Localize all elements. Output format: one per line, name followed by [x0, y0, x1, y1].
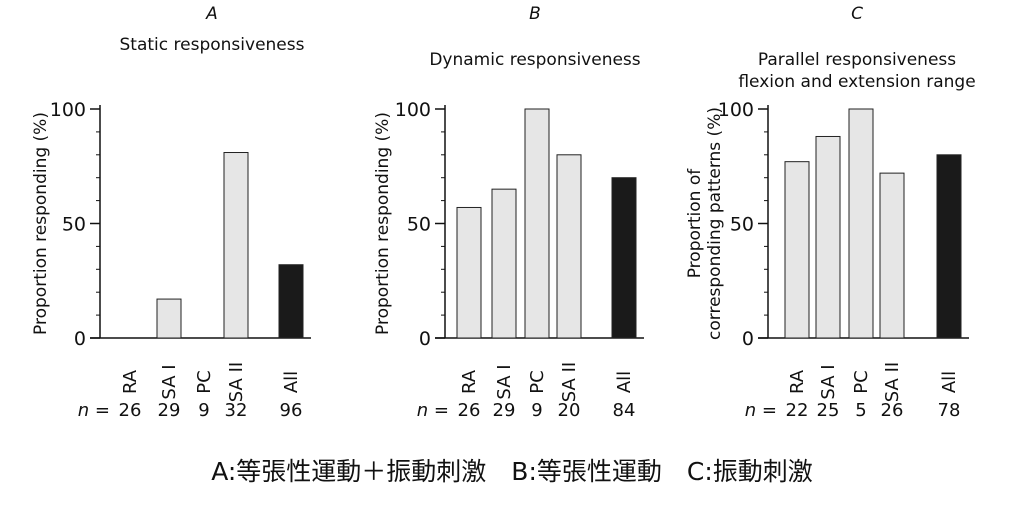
panel-a-category-label-3: SA II [226, 362, 247, 402]
panel-b-n-value-3: 20 [558, 400, 581, 421]
panel-a-letter: A [205, 4, 218, 24]
panel-c-category-label-4: All [939, 371, 960, 393]
panel-c-n-value-0: 22 [786, 400, 809, 421]
panel-c-category-label-3: SA II [882, 362, 903, 402]
panel-a-n-value-4: 96 [280, 400, 303, 421]
panel-b-bar-ra [456, 206, 482, 339]
panel-c-bar-all [936, 154, 962, 339]
panel-b-category-label-1: SA I [494, 364, 515, 399]
panel-b-category-label-4: All [614, 371, 635, 393]
panel-b-ytick-label-0: 0 [419, 328, 431, 350]
figure-caption: A:等張性運動＋振動刺激 B:等張性運動 C:振動刺激 [211, 457, 813, 486]
panel-a-ylabel: Proportion responding (%) [31, 112, 51, 335]
panel-a-title: Static responsiveness [120, 35, 305, 55]
panel-b-category-label-0: RA [459, 369, 480, 394]
panel-c-n-label: n = [745, 400, 777, 421]
panel-b-bar-sa-i [491, 188, 517, 339]
panel-b-n-value-4: 84 [613, 400, 636, 421]
panel-a-ytick-label-2: 100 [50, 99, 86, 121]
panel-b-category-label-2: PC [527, 370, 548, 393]
panel-c-bar-sa-i [815, 135, 841, 339]
panel-c-title: Parallel responsiveness [758, 50, 956, 70]
panel-c-subtitle: flexion and extension range [738, 72, 975, 92]
panel-a-ytick-label-1: 50 [62, 214, 86, 236]
panel-b-bar-pc [524, 108, 550, 339]
panel-b-bar-all [611, 177, 637, 339]
panel-b-category-label-3: SA II [559, 362, 580, 402]
panel-a-n-value-3: 32 [225, 400, 248, 421]
panel-b-ylabel: Proportion responding (%) [373, 112, 393, 335]
panel-a-n-value-2: 9 [198, 400, 209, 421]
panel-b-ytick-label-2: 100 [395, 99, 431, 121]
panel-a-bar-sa-ii [223, 152, 249, 339]
panel-a-category-label-2: PC [194, 370, 215, 393]
panel-c-n-value-3: 26 [881, 400, 904, 421]
panel-b-ytick-label-1: 50 [407, 214, 431, 236]
panel-a-bar-all [278, 264, 304, 339]
panel-a-category-label-0: RA [120, 369, 141, 394]
panel-c-letter: C [851, 4, 863, 24]
panel-b-n-value-1: 29 [493, 400, 516, 421]
panel-b-n-value-2: 9 [531, 400, 542, 421]
panel-a-category-label-1: SA I [159, 364, 180, 399]
panel-c-n-value-2: 5 [855, 400, 866, 421]
panel-b-n-value-0: 26 [458, 400, 481, 421]
panel-c-ylabel-line-1: corresponding patterns (%) [705, 107, 725, 340]
panel-b-title: Dynamic responsiveness [429, 50, 640, 70]
panel-c-bar-pc [848, 108, 874, 339]
panel-a-bar-sa-i [156, 298, 182, 339]
panel-a-category-label-4: All [281, 371, 302, 393]
panel-c-bar-sa-ii [879, 172, 905, 339]
panel-c-category-label-2: PC [851, 370, 872, 393]
panel-c-ylabel-line-0: Proportion of [685, 168, 705, 279]
panel-c-ytick-label-2: 100 [718, 99, 754, 121]
panel-c-category-label-0: RA [787, 369, 808, 394]
panel-c-bar-ra [784, 161, 810, 339]
panel-a-n-label: n = [78, 400, 110, 421]
panel-c-ytick-label-0: 0 [742, 328, 754, 350]
panel-b-bar-sa-ii [556, 154, 582, 339]
panel-b-n-label: n = [417, 400, 449, 421]
panel-a-n-value-0: 26 [119, 400, 142, 421]
panel-c-category-label-1: SA I [818, 364, 839, 399]
panel-c-ytick-label-1: 50 [730, 214, 754, 236]
panel-a-n-value-1: 29 [158, 400, 181, 421]
panel-c-n-value-1: 25 [817, 400, 840, 421]
panel-a-ytick-label-0: 0 [74, 328, 86, 350]
panel-b-letter: B [529, 4, 541, 24]
panel-c-n-value-4: 78 [938, 400, 961, 421]
